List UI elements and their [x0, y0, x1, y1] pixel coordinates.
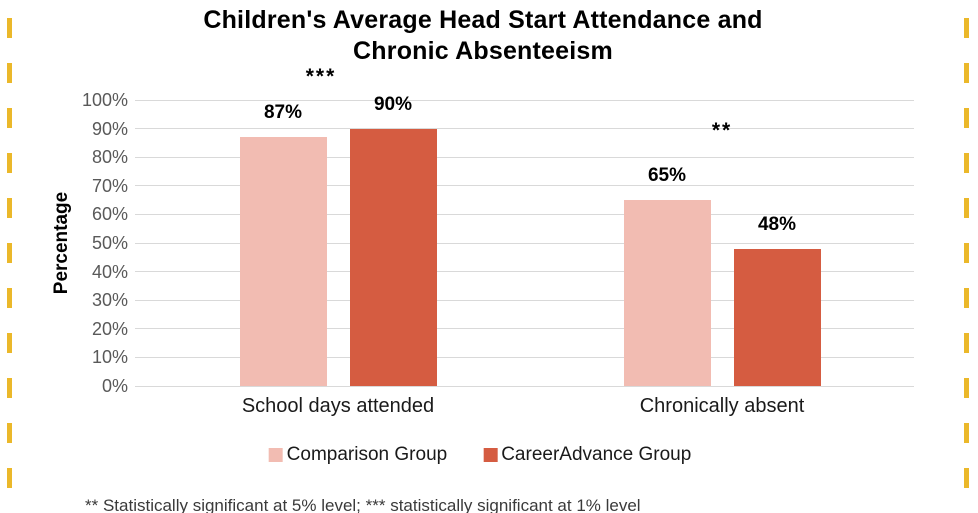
- legend-swatch: [483, 448, 498, 462]
- category-label: School days attended: [241, 395, 435, 417]
- y-tick-label: 10%: [91, 347, 128, 368]
- bar-value-label: 48%: [757, 213, 797, 235]
- gridline: [135, 213, 914, 215]
- y-tick-label: 20%: [91, 318, 128, 339]
- y-tick-label: 70%: [91, 175, 128, 196]
- chart-title: Children's Average Head Start Attendance…: [0, 5, 966, 67]
- gridline: [135, 299, 914, 301]
- bar: [239, 137, 327, 386]
- bar: [733, 248, 821, 386]
- gridline: [135, 356, 914, 358]
- y-tick-label: 30%: [91, 290, 128, 311]
- gridline: [135, 242, 914, 244]
- bar-value-label: 87%: [263, 102, 303, 124]
- legend-label: Comparison Group: [286, 444, 448, 465]
- significance-marker: **: [711, 119, 733, 142]
- bar-value-label: 90%: [373, 93, 413, 115]
- legend-swatch: [268, 448, 283, 462]
- legend-item: CareerAdvance Group: [483, 444, 691, 466]
- gridline: [135, 328, 914, 330]
- bar: [349, 128, 437, 386]
- category-label: Chronically absent: [639, 395, 805, 417]
- y-tick-label: 40%: [91, 261, 128, 282]
- gridline: [135, 185, 914, 187]
- y-tick-label: 0%: [101, 376, 128, 396]
- legend-label: CareerAdvance Group: [501, 444, 692, 465]
- y-tick-label: 80%: [91, 147, 128, 168]
- right-dashed-border: [964, 18, 969, 513]
- y-tick-label: 100%: [81, 90, 128, 110]
- gridline: [135, 271, 914, 273]
- chart-title-line-1: Children's Average Head Start Attendance…: [203, 6, 763, 34]
- legend: Comparison Group CareerAdvance Group: [268, 444, 691, 466]
- left-dashed-border: [7, 18, 12, 513]
- significance-marker: ***: [305, 65, 337, 88]
- footnote: ** Statistically significant at 5% level…: [85, 496, 641, 513]
- legend-item: Comparison Group: [268, 444, 448, 466]
- bar: [623, 200, 711, 386]
- y-tick-label: 90%: [91, 118, 128, 139]
- chart-title-line-2: Chronic Absenteeism: [353, 37, 613, 65]
- gridline: [135, 385, 914, 387]
- y-tick-label: 50%: [91, 233, 128, 253]
- bar-value-label: 65%: [647, 165, 687, 187]
- gridline: [135, 156, 914, 158]
- y-tick-label: 60%: [91, 204, 128, 225]
- gridline: [135, 128, 914, 130]
- gridline: [135, 99, 914, 101]
